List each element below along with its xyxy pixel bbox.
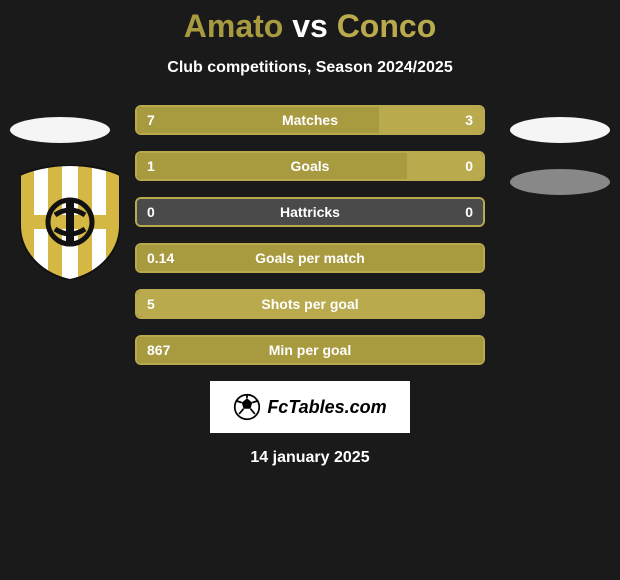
stat-bar-label: Matches (282, 112, 338, 128)
stat-bar-label: Hattricks (280, 204, 340, 220)
stat-right-value: 0 (455, 158, 483, 174)
footer-logo-text: FcTables.com (267, 397, 386, 418)
player-left-name: Amato (184, 8, 284, 44)
stat-bar-right: 3 (379, 107, 483, 133)
stat-bar-row: 867 Min per goal (135, 335, 485, 365)
stat-right-value: 3 (455, 112, 483, 128)
stat-left-value: 0 (137, 204, 165, 220)
stat-bar-label: Goals per match (255, 250, 365, 266)
stat-bars-container: 7 3 Matches 1 0 Goals 0 0 Hattricks 0.14 Goals per… (135, 105, 485, 365)
footer-date: 14 january 2025 (0, 449, 620, 467)
player-right-name: Conco (337, 8, 437, 44)
title-separator: vs (283, 8, 336, 44)
stat-bar-left: 1 (137, 153, 407, 179)
player-right-marker-icon (510, 117, 610, 143)
stat-left-value: 867 (137, 342, 180, 358)
stat-left-value: 7 (137, 112, 165, 128)
stat-bar-label: Goals (291, 158, 330, 174)
stat-left-value: 1 (137, 158, 165, 174)
page-title: Amato vs Conco (0, 8, 620, 45)
fctables-logo: FcTables.com (210, 381, 410, 433)
club-badge-icon (20, 165, 120, 280)
player-left-marker-icon (10, 117, 110, 143)
soccer-ball-icon (233, 393, 261, 421)
stat-bar-row: 7 3 Matches (135, 105, 485, 135)
stat-bar-row: 1 0 Goals (135, 151, 485, 181)
stat-bar-label: Shots per goal (261, 296, 358, 312)
stat-bar-label: Min per goal (269, 342, 351, 358)
player-right-marker-2-icon (510, 169, 610, 195)
stats-content: 7 3 Matches 1 0 Goals 0 0 Hattricks 0.14 Goals per… (0, 105, 620, 467)
stat-bar-row: 0 0 Hattricks (135, 197, 485, 227)
stat-left-value: 5 (137, 296, 165, 312)
subtitle: Club competitions, Season 2024/2025 (0, 59, 620, 77)
stat-bar-right: 0 (407, 153, 483, 179)
stat-left-value: 0.14 (137, 250, 184, 266)
stat-bar-left: 7 (137, 107, 379, 133)
stat-bar-row: 0.14 Goals per match (135, 243, 485, 273)
stat-right-value: 0 (455, 204, 483, 220)
stat-bar-row: 5 Shots per goal (135, 289, 485, 319)
